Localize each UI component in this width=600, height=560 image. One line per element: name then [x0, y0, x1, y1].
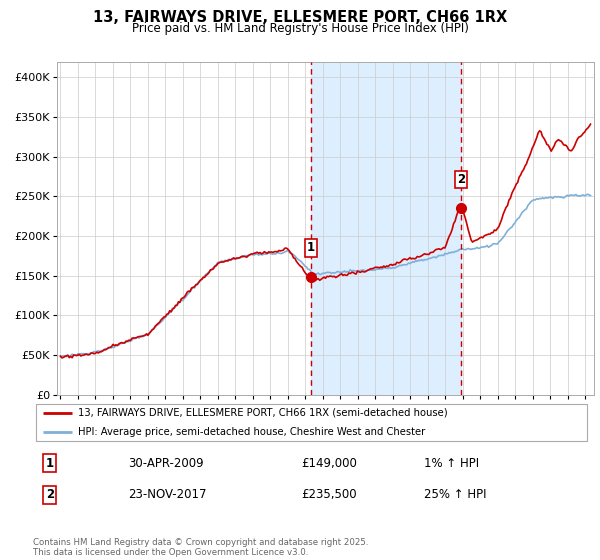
- Text: 13, FAIRWAYS DRIVE, ELLESMERE PORT, CH66 1RX (semi-detached house): 13, FAIRWAYS DRIVE, ELLESMERE PORT, CH66…: [77, 408, 447, 418]
- Text: 25% ↑ HPI: 25% ↑ HPI: [424, 488, 486, 501]
- Text: 1: 1: [307, 241, 315, 254]
- Bar: [311, 62, 461, 395]
- Text: 1: 1: [46, 457, 54, 470]
- Text: 13, FAIRWAYS DRIVE, ELLESMERE PORT, CH66 1RX: 13, FAIRWAYS DRIVE, ELLESMERE PORT, CH66…: [93, 10, 507, 25]
- Text: 2: 2: [46, 488, 54, 501]
- Text: £149,000: £149,000: [301, 457, 357, 470]
- Text: £235,500: £235,500: [301, 488, 356, 501]
- Text: Contains HM Land Registry data © Crown copyright and database right 2025.
This d: Contains HM Land Registry data © Crown c…: [33, 538, 368, 557]
- Text: HPI: Average price, semi-detached house, Cheshire West and Chester: HPI: Average price, semi-detached house,…: [77, 427, 425, 437]
- Text: 30-APR-2009: 30-APR-2009: [128, 457, 203, 470]
- FancyBboxPatch shape: [36, 404, 587, 441]
- Text: Price paid vs. HM Land Registry's House Price Index (HPI): Price paid vs. HM Land Registry's House …: [131, 22, 469, 35]
- Text: 1% ↑ HPI: 1% ↑ HPI: [424, 457, 479, 470]
- Text: 2: 2: [457, 172, 465, 186]
- Text: 23-NOV-2017: 23-NOV-2017: [128, 488, 206, 501]
